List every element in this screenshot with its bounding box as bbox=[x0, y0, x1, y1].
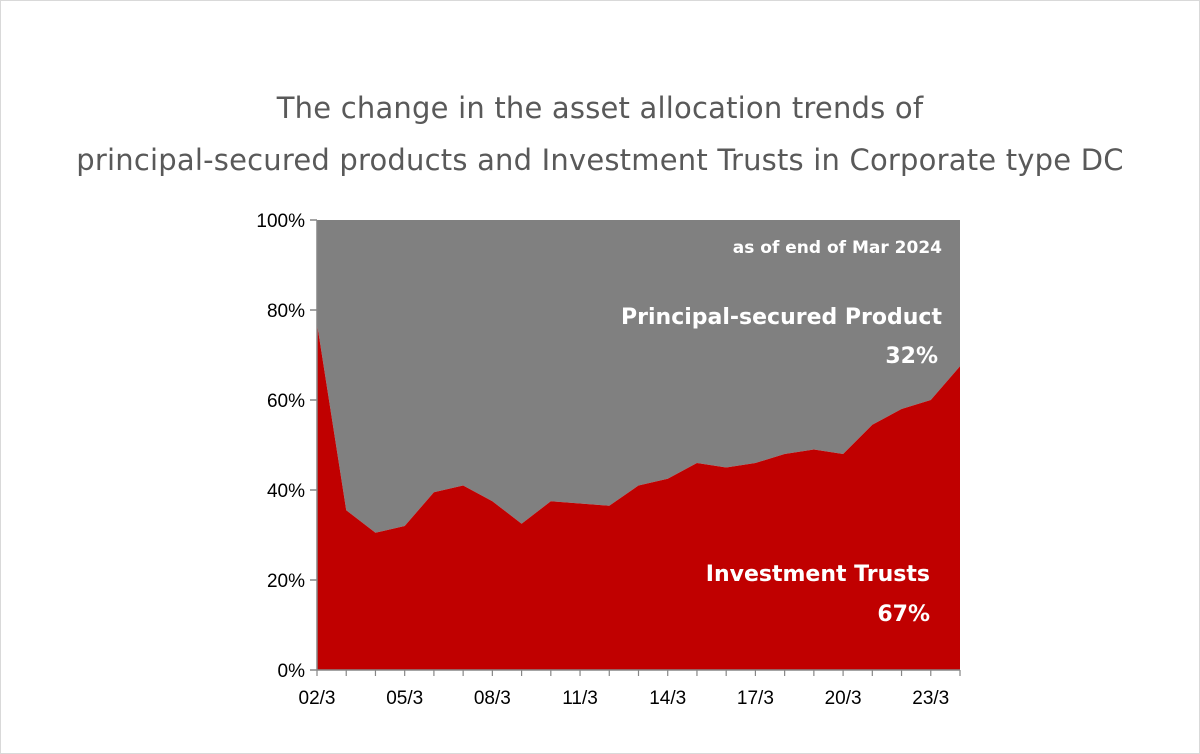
x-tick-label: 14/3 bbox=[649, 688, 686, 709]
chart-areas bbox=[317, 220, 960, 670]
x-tick-label: 08/3 bbox=[474, 688, 511, 709]
principal-secured-value: 32% bbox=[885, 344, 938, 369]
y-tick-label: 100% bbox=[256, 211, 305, 232]
area-investment-trusts bbox=[317, 323, 960, 670]
y-tick-label: 80% bbox=[267, 301, 305, 322]
y-tick-label: 20% bbox=[267, 571, 305, 592]
y-tick-label: 40% bbox=[267, 481, 305, 502]
y-axis-ticks: 0% 20% 40% 60% 80% 100% bbox=[256, 211, 317, 682]
x-axis-ticks: 02/3 05/3 08/3 11/3 14/3 17/3 20/3 23/3 bbox=[299, 670, 961, 709]
chart-title: The change in the asset allocation trend… bbox=[0, 82, 1200, 186]
chart-title-line-2: principal-secured products and Investmen… bbox=[76, 143, 1124, 177]
x-tick-label: 23/3 bbox=[912, 688, 949, 709]
chart-annotations: as of end of Mar 2024 Principal-secured … bbox=[621, 238, 942, 627]
x-tick-label: 20/3 bbox=[825, 688, 862, 709]
investment-trusts-value: 67% bbox=[877, 602, 930, 627]
y-tick-label: 0% bbox=[278, 661, 306, 682]
x-tick-label: 17/3 bbox=[737, 688, 774, 709]
as-of-annotation: as of end of Mar 2024 bbox=[733, 238, 942, 258]
y-tick-label: 60% bbox=[267, 391, 305, 412]
investment-trusts-label: Investment Trusts bbox=[706, 562, 930, 587]
x-tick-label: 02/3 bbox=[299, 688, 336, 709]
chart-title-line-1: The change in the asset allocation trend… bbox=[276, 91, 924, 125]
principal-secured-label: Principal-secured Product bbox=[621, 305, 942, 330]
x-tick-label: 05/3 bbox=[386, 688, 423, 709]
x-tick-label: 11/3 bbox=[562, 688, 598, 709]
area-principal-secured bbox=[317, 220, 960, 533]
